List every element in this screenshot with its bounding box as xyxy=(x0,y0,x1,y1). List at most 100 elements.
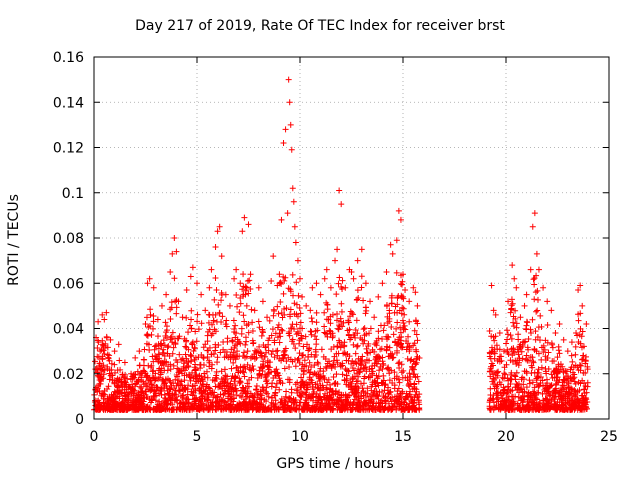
data-point xyxy=(379,280,386,287)
data-point xyxy=(249,327,256,334)
data-point xyxy=(102,345,109,352)
data-point xyxy=(386,353,393,360)
data-point xyxy=(184,386,191,393)
data-point xyxy=(185,372,192,379)
data-point xyxy=(150,284,157,291)
x-tick-label: 5 xyxy=(193,429,202,445)
data-point xyxy=(376,406,383,413)
data-point xyxy=(144,382,151,389)
data-point xyxy=(211,296,218,303)
data-point xyxy=(105,383,112,390)
data-point xyxy=(271,308,278,315)
chart-title: Day 217 of 2019, Rate Of TEC Index for r… xyxy=(135,18,505,34)
data-point xyxy=(337,318,344,325)
data-point xyxy=(161,397,168,404)
data-point xyxy=(209,389,216,396)
data-point xyxy=(296,403,303,410)
data-point xyxy=(409,364,416,371)
data-point xyxy=(391,309,398,316)
data-point xyxy=(400,367,407,374)
data-point xyxy=(348,386,355,393)
data-point xyxy=(490,371,497,378)
data-point xyxy=(531,345,538,352)
data-point xyxy=(276,339,283,346)
data-point xyxy=(196,396,203,403)
data-point xyxy=(381,387,388,394)
data-point xyxy=(397,216,404,223)
data-point xyxy=(515,336,522,343)
data-point xyxy=(504,327,511,334)
data-point xyxy=(248,374,255,381)
data-point xyxy=(294,257,301,264)
data-point xyxy=(364,406,371,413)
data-point xyxy=(155,345,162,352)
data-point xyxy=(324,379,331,386)
data-point xyxy=(345,317,352,324)
data-point xyxy=(366,373,373,380)
data-point xyxy=(371,314,378,321)
data-point xyxy=(352,350,359,357)
data-point xyxy=(509,262,516,269)
data-point xyxy=(493,369,500,376)
data-point xyxy=(382,381,389,388)
data-point xyxy=(112,369,119,376)
data-point xyxy=(388,398,395,405)
data-point xyxy=(379,403,386,410)
data-point xyxy=(236,309,243,316)
data-point xyxy=(224,335,231,342)
data-point xyxy=(324,395,331,402)
data-point xyxy=(538,364,545,371)
data-point xyxy=(284,402,291,409)
data-point xyxy=(309,284,316,291)
data-point xyxy=(204,332,211,339)
data-point xyxy=(545,349,552,356)
data-point xyxy=(218,253,225,260)
data-point xyxy=(181,384,188,391)
data-point xyxy=(533,250,540,257)
data-point xyxy=(274,352,281,359)
data-point xyxy=(312,348,319,355)
data-point xyxy=(190,375,197,382)
data-point xyxy=(253,349,260,356)
data-point xyxy=(385,364,392,371)
data-point xyxy=(201,370,208,377)
data-point xyxy=(407,388,414,395)
data-point xyxy=(287,288,294,295)
data-point xyxy=(414,337,421,344)
data-point xyxy=(242,283,249,290)
data-point xyxy=(153,383,160,390)
data-point xyxy=(366,330,373,337)
data-point xyxy=(580,405,587,412)
data-point xyxy=(216,223,223,230)
data-point xyxy=(110,398,117,405)
data-point xyxy=(250,340,257,347)
data-point xyxy=(167,379,174,386)
data-point xyxy=(165,375,172,382)
data-point xyxy=(376,406,383,413)
data-point xyxy=(143,340,150,347)
data-point xyxy=(131,374,138,381)
data-point xyxy=(143,314,150,321)
data-point xyxy=(395,207,402,214)
data-point xyxy=(140,381,147,388)
data-point xyxy=(539,377,546,384)
data-point xyxy=(231,378,238,385)
data-point xyxy=(345,399,352,406)
data-point xyxy=(218,402,225,409)
data-point xyxy=(317,374,324,381)
data-point xyxy=(373,372,380,379)
data-point xyxy=(274,303,281,310)
data-point xyxy=(167,336,174,343)
data-point xyxy=(383,268,390,275)
data-point xyxy=(410,371,417,378)
data-point xyxy=(273,348,280,355)
data-point xyxy=(282,274,289,281)
data-point xyxy=(157,384,164,391)
data-point xyxy=(494,390,501,397)
data-point xyxy=(257,406,264,413)
data-point xyxy=(139,370,146,377)
data-point xyxy=(106,393,113,400)
data-point xyxy=(503,405,510,412)
data-point xyxy=(146,347,153,354)
data-point xyxy=(342,405,349,412)
